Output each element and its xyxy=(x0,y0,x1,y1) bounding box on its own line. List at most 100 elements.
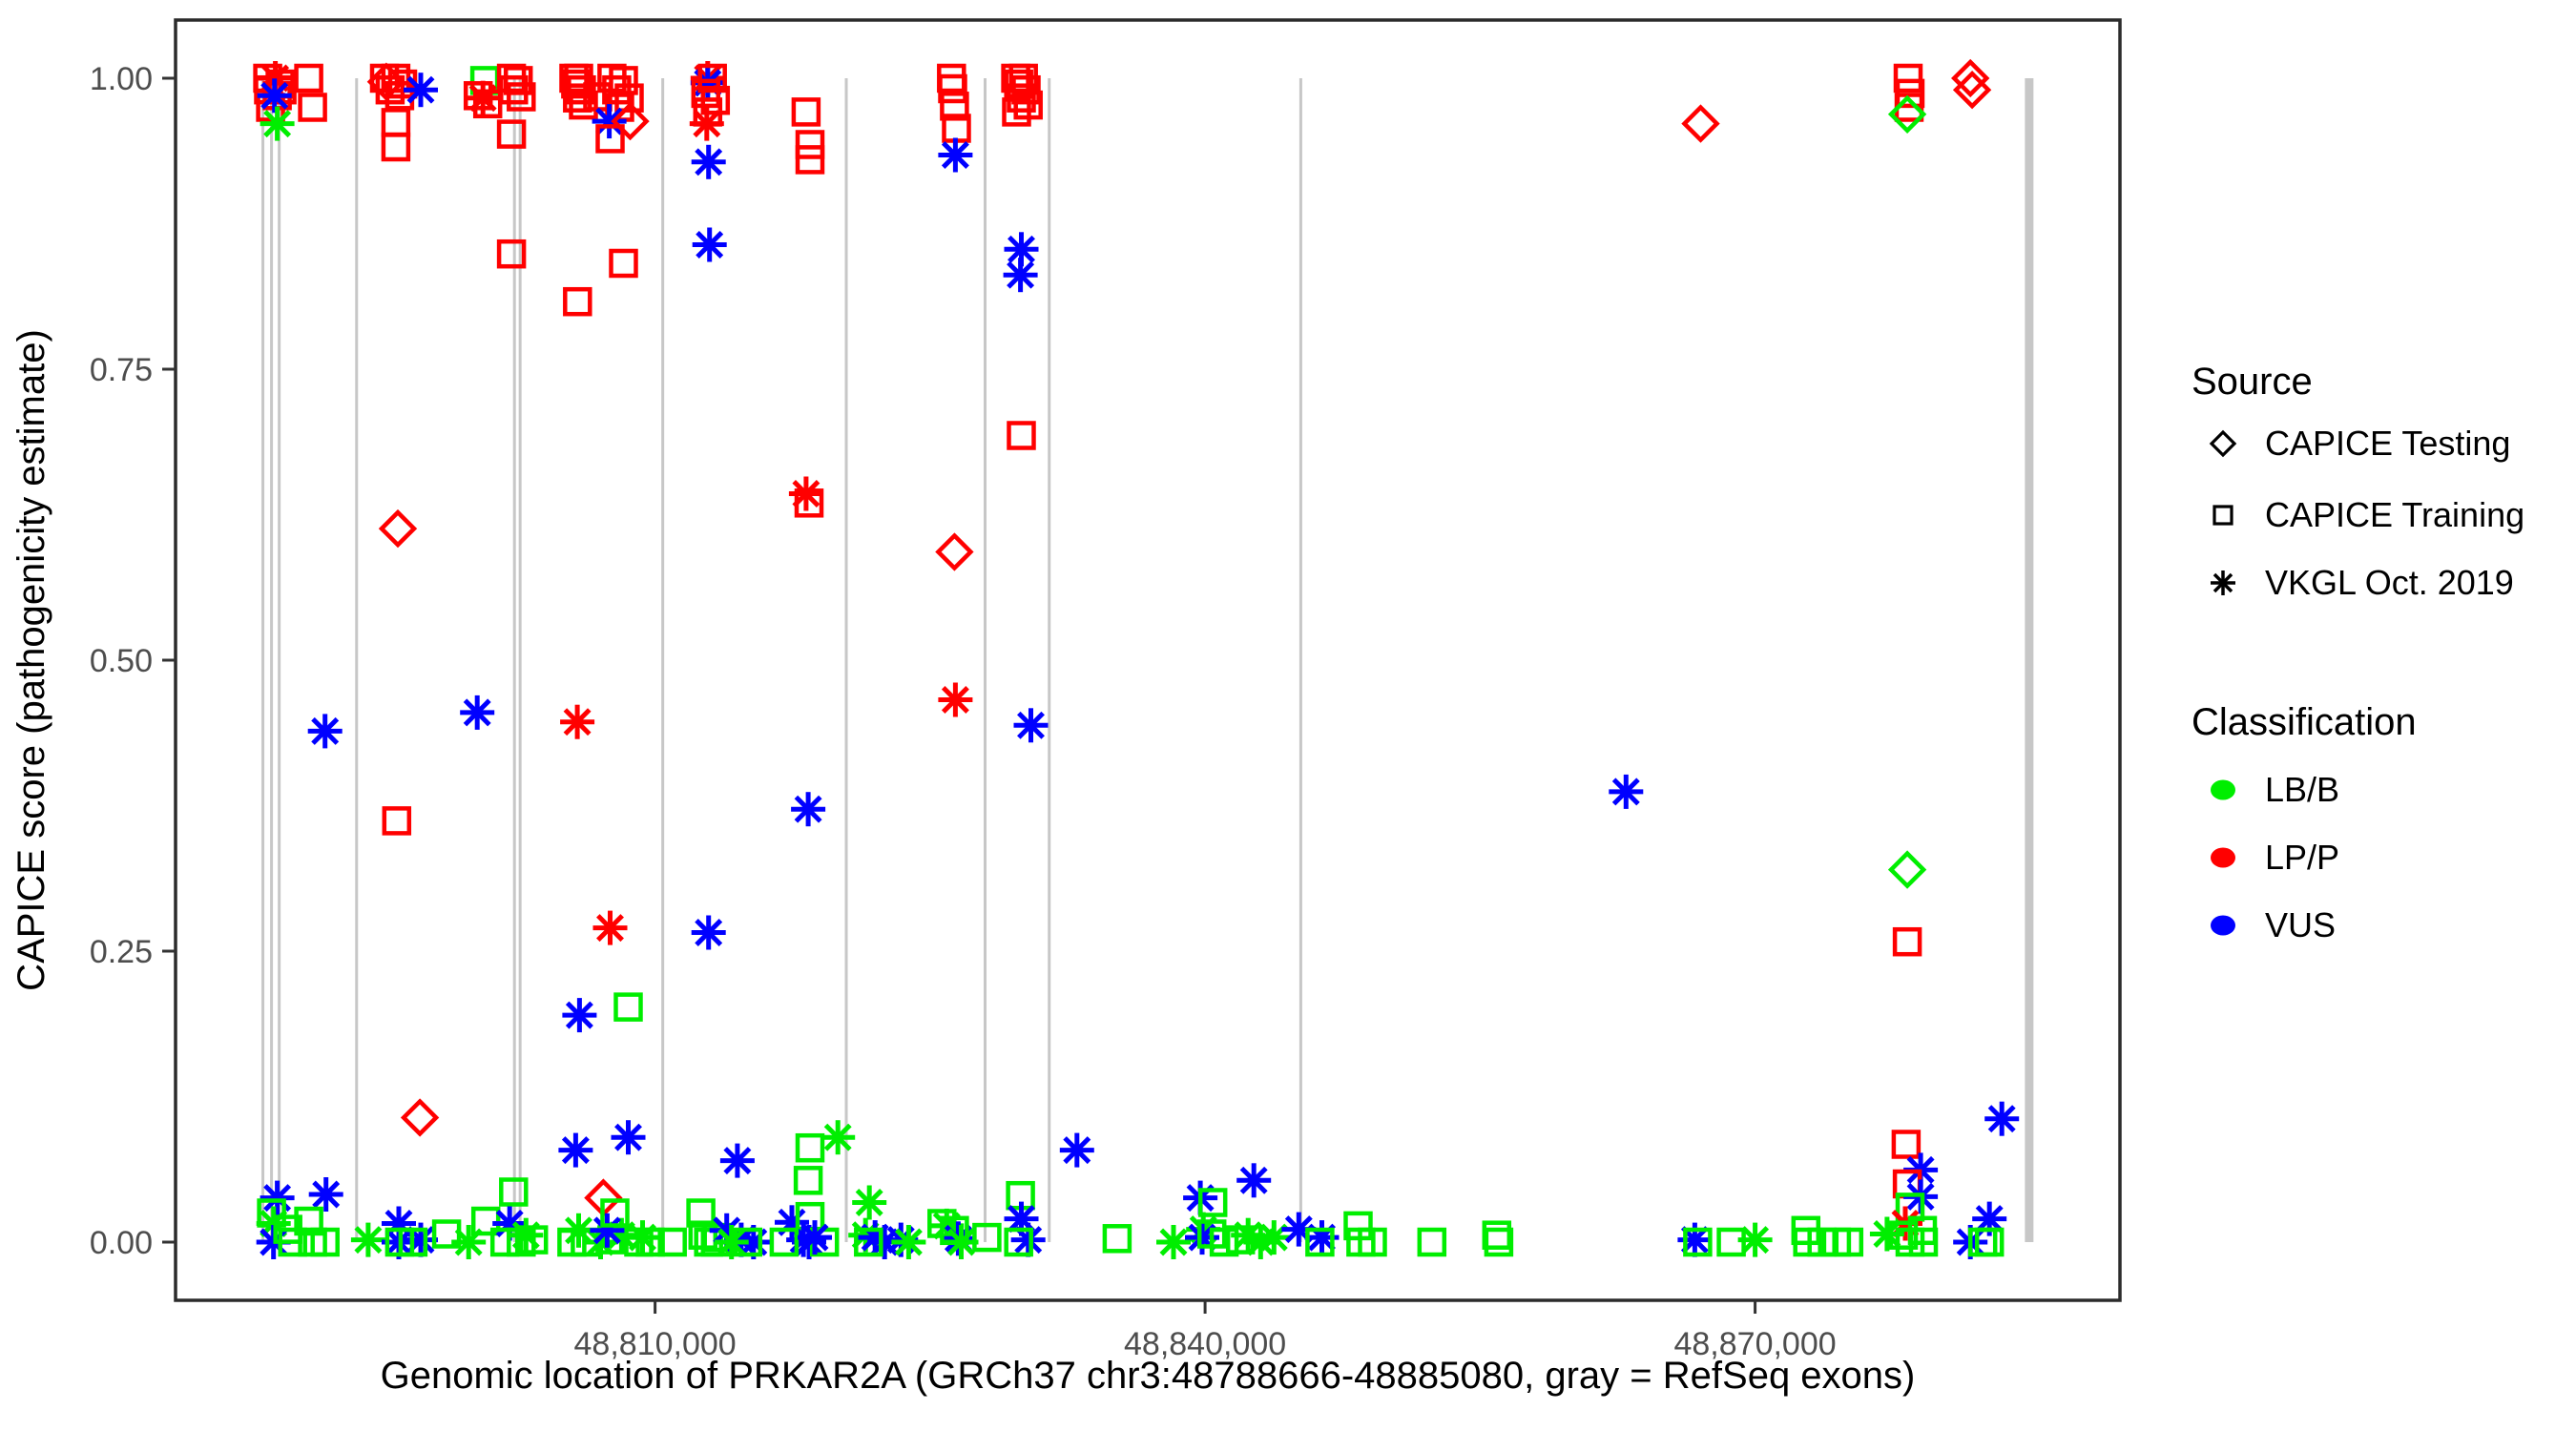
legend-item-label: LB/B xyxy=(2265,770,2339,809)
point-a-b xyxy=(309,1177,343,1212)
point-a-b xyxy=(1185,1220,1219,1255)
point-s-r xyxy=(301,95,325,120)
point-a-b xyxy=(720,1144,755,1178)
point-a-b xyxy=(460,695,494,730)
legend-item-label: VKGL Oct. 2019 xyxy=(2265,563,2514,602)
vus-dot-icon xyxy=(2211,915,2235,936)
point-s-r xyxy=(384,808,409,833)
point-a-b xyxy=(692,916,726,950)
point-a-g xyxy=(509,1218,543,1253)
point-s-r xyxy=(798,147,822,172)
axes: 0.00 0.25 0.50 0.75 1.00 48,810,000 48,840,000… xyxy=(90,61,1837,1362)
point-s-g xyxy=(974,1225,999,1250)
point-a-b xyxy=(308,714,343,748)
point-s-r xyxy=(1895,929,1920,954)
point-d-r xyxy=(404,1102,436,1134)
point-a-g xyxy=(260,107,295,141)
point-s-g xyxy=(796,1168,821,1192)
point-s-r xyxy=(297,66,322,91)
point-d-r xyxy=(382,512,414,545)
y-tick-label: 1.00 xyxy=(90,61,153,97)
point-a-r xyxy=(789,477,823,511)
point-a-g xyxy=(1257,1220,1291,1255)
point-a-b xyxy=(1236,1163,1271,1197)
point-s-r xyxy=(612,251,636,276)
point-a-b xyxy=(562,998,596,1032)
x-tick-label: 48,840,000 xyxy=(1124,1326,1286,1362)
point-a-r xyxy=(690,107,724,141)
point-a-g xyxy=(351,1223,385,1257)
point-a-g xyxy=(891,1225,925,1259)
point-a-b xyxy=(612,1120,646,1154)
point-a-b xyxy=(791,792,825,826)
point-d-r xyxy=(1685,108,1717,140)
point-a-b xyxy=(692,145,726,179)
point-d-g xyxy=(1891,854,1923,886)
point-a-b xyxy=(1984,1102,2019,1136)
plot-panel-border xyxy=(174,18,2122,1302)
point-s-g xyxy=(1420,1230,1444,1255)
point-s-g xyxy=(1105,1226,1130,1251)
point-a-r xyxy=(466,81,500,115)
point-s-g xyxy=(616,995,641,1020)
point-a-b xyxy=(258,78,292,113)
legend-item-label: CAPICE Training xyxy=(2265,495,2524,534)
point-d-r xyxy=(938,536,970,569)
square-key-icon xyxy=(2212,505,2233,526)
point-a-b xyxy=(404,73,438,107)
x-tick-label: 48,810,000 xyxy=(574,1326,737,1362)
point-a-b xyxy=(798,1220,832,1255)
point-a-g xyxy=(1738,1223,1773,1257)
point-a-r xyxy=(593,911,628,945)
point-a-r xyxy=(938,683,972,717)
x-tick-label: 48,870,000 xyxy=(1673,1326,1836,1362)
y-tick-label: 0.50 xyxy=(90,643,153,679)
point-a-b xyxy=(1060,1133,1094,1168)
y-tick-label: 0.00 xyxy=(90,1225,153,1261)
point-a-b xyxy=(1014,708,1049,742)
point-a-b xyxy=(558,1133,592,1168)
legend-item-label: LP/P xyxy=(2265,838,2339,877)
legend-source-title: Source xyxy=(2192,361,2313,403)
asterisk-key-icon xyxy=(2211,570,2235,595)
point-s-r xyxy=(1894,1132,1919,1157)
legend-item-lbb: LB/B xyxy=(2211,770,2339,809)
point-a-g xyxy=(626,1220,660,1255)
legend: Source CAPICE Testing CAPICE Training VK… xyxy=(2192,361,2524,944)
point-a-g xyxy=(821,1120,855,1154)
point-s-g xyxy=(798,1135,822,1160)
legend-item-label: VUS xyxy=(2265,905,2336,944)
point-s-r xyxy=(1009,424,1034,448)
point-s-r xyxy=(384,135,408,159)
y-axis-title: CAPICE score (pathogenicity estimate) xyxy=(10,329,52,991)
point-a-g xyxy=(852,1186,886,1220)
legend-item-vus: VUS xyxy=(2211,905,2336,944)
legend-item-vkgl: VKGL Oct. 2019 xyxy=(2211,563,2514,602)
point-a-b xyxy=(1004,258,1038,292)
point-a-b xyxy=(260,1181,295,1215)
point-s-r xyxy=(384,110,408,135)
point-a-b xyxy=(590,1213,624,1248)
lpp-dot-icon xyxy=(2211,847,2235,868)
diamond-key-icon xyxy=(2209,429,2237,458)
point-a-r xyxy=(560,705,594,739)
point-a-b xyxy=(693,228,727,262)
legend-item-label: CAPICE Testing xyxy=(2265,424,2510,463)
point-s-r xyxy=(794,99,819,124)
y-tick-label: 0.75 xyxy=(90,352,153,388)
point-s-r xyxy=(798,133,822,157)
point-a-g xyxy=(1156,1225,1191,1259)
point-a-b xyxy=(938,138,972,173)
legend-item-capice-training: CAPICE Training xyxy=(2212,495,2524,534)
lbb-dot-icon xyxy=(2211,779,2235,800)
x-axis-title: Genomic location of PRKAR2A (GRCh37 chr3… xyxy=(381,1355,1916,1397)
point-a-g xyxy=(451,1225,486,1259)
legend-item-capice-testing: CAPICE Testing xyxy=(2209,424,2510,463)
refseq-exon-bars xyxy=(261,78,2034,1242)
legend-classification-title: Classification xyxy=(2192,701,2417,743)
point-s-r xyxy=(565,289,590,314)
legend-item-lpp: LP/P xyxy=(2211,838,2339,877)
y-tick-label: 0.25 xyxy=(90,934,153,970)
